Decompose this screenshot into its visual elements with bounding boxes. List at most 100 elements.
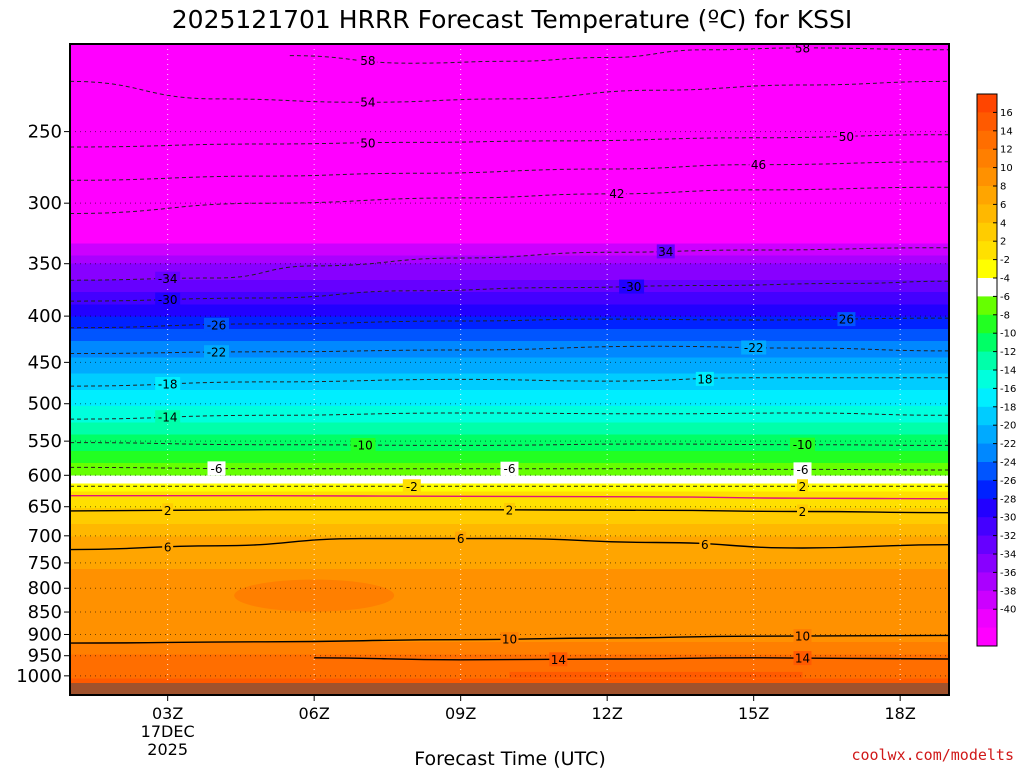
- contour-label: -30: [158, 293, 178, 307]
- colorbar-swatch: [977, 222, 997, 242]
- colorbar-tick-label: -18: [1000, 402, 1016, 413]
- colorbar-tick-label: -24: [1000, 458, 1016, 469]
- y-tick-label: 250: [28, 122, 62, 143]
- contour-label-bg: [619, 279, 645, 294]
- contour-label-bg: [500, 461, 519, 476]
- y-tick-label: 950: [28, 646, 62, 667]
- y-tick-label: 550: [28, 431, 62, 452]
- y-tick-label: 850: [28, 602, 62, 623]
- colorbar-swatch: [977, 370, 997, 389]
- warm-patch: [509, 671, 803, 678]
- contour-label-bg: [455, 531, 467, 546]
- contour-label: -6: [504, 462, 516, 476]
- contour-label: -18: [158, 377, 178, 391]
- contour-label: 26: [839, 313, 854, 327]
- contour-line--10: [70, 442, 949, 446]
- colorbar-tick-label: 4: [1000, 218, 1006, 229]
- contour-label-bg: [549, 652, 568, 667]
- contour-line--46: [70, 161, 949, 181]
- x-tick-year: 2025: [147, 740, 188, 759]
- contour-label-bg: [358, 53, 377, 68]
- y-axis: 2503003504004505005506006507007508008509…: [16, 122, 70, 687]
- contour-label-bg: [837, 312, 856, 327]
- colorbar-swatch: [977, 406, 997, 426]
- x-tick-label: 03Z: [152, 704, 183, 723]
- contour-label: -2: [406, 480, 418, 494]
- colorbar-swatch: [977, 554, 997, 573]
- colorbar-swatch: [977, 609, 997, 629]
- contour-label-bg: [656, 244, 675, 259]
- contour-line-14: [314, 657, 949, 661]
- y-tick-label: 600: [28, 465, 62, 486]
- surface-band: [70, 683, 949, 695]
- contour-label-bg: [204, 345, 229, 360]
- contour-label: 50: [839, 130, 854, 144]
- contour-label-bg: [350, 438, 376, 453]
- contour-label-bg: [162, 503, 174, 518]
- contour-label: 2: [799, 480, 807, 494]
- contour-label: 46: [751, 158, 766, 172]
- colorbar-tick-label: -20: [1000, 421, 1016, 432]
- x-tick-label: 15Z: [738, 704, 769, 723]
- colorbar-swatch: [977, 296, 997, 316]
- contour-label: -10: [353, 439, 373, 453]
- colorbar-tick-label: -38: [1000, 586, 1016, 597]
- contour-line--14: [70, 412, 949, 420]
- contour-label-bg: [793, 462, 812, 477]
- colorbar-tick-label: 16: [1000, 108, 1013, 119]
- contour-label: -34: [158, 272, 178, 286]
- colorbar-tick-label: -34: [1000, 550, 1016, 561]
- colorbar-swatch: [977, 149, 997, 169]
- y-tick-label: 350: [28, 254, 62, 275]
- contour-line-0: [70, 494, 949, 500]
- contour-label-bg: [699, 537, 711, 552]
- colorbar-tick-label: 2: [1000, 237, 1006, 248]
- colorbar-tick-label: -16: [1000, 384, 1016, 395]
- temperature-field: [70, 44, 949, 695]
- colorbar-swatch: [977, 572, 997, 592]
- contour-label-bg: [155, 410, 181, 425]
- contour-label: -14: [158, 411, 178, 425]
- chart-title: 2025121701 HRRR Forecast Temperature (ºC…: [172, 5, 852, 34]
- colorbar-tick-label: -26: [1000, 476, 1016, 487]
- colorbar-swatch: [977, 314, 997, 334]
- contour-label-bg: [155, 271, 181, 286]
- y-tick-label: 400: [28, 306, 62, 327]
- contour-label: 10: [795, 630, 810, 644]
- contour-label-bg: [358, 95, 377, 110]
- contour-label-bg: [504, 502, 515, 517]
- colorbar-swatch: [977, 388, 997, 408]
- colorbar-tick-label: -8: [1000, 310, 1010, 321]
- y-tick-label: 900: [28, 624, 62, 645]
- colorbar-swatch: [977, 425, 997, 445]
- colorbar-swatch: [977, 443, 997, 463]
- contour-label-bg: [207, 461, 226, 476]
- colorbar-swatch: [977, 351, 997, 371]
- contour-label: 14: [795, 652, 810, 666]
- y-tick-label: 650: [28, 497, 62, 518]
- x-tick-label: 12Z: [592, 704, 623, 723]
- x-tick-label: 09Z: [445, 704, 476, 723]
- colorbar-swatch: [977, 517, 997, 537]
- warm-patches: [234, 579, 803, 678]
- grid-lines: [70, 44, 949, 695]
- credit-link[interactable]: coolwx.com/modelts: [851, 746, 1014, 764]
- x-axis-label: Forecast Time (UTC): [414, 748, 605, 768]
- contour-label-bg: [155, 292, 181, 307]
- colorbar-tick-label: 10: [1000, 163, 1013, 174]
- colorbar-swatch: [977, 590, 997, 610]
- contour-label: 2: [799, 505, 807, 519]
- colorbar-tick-label: 8: [1000, 182, 1006, 193]
- colorbar-tick-label: -12: [1000, 347, 1016, 358]
- contour-label: -6: [211, 462, 223, 476]
- contour-label: 6: [457, 532, 465, 546]
- contour-line--34: [70, 247, 949, 281]
- contour-line--18: [70, 377, 949, 387]
- contour-label-bg: [695, 371, 714, 386]
- contour-label: 50: [360, 136, 375, 150]
- y-tick-label: 1000: [16, 666, 62, 687]
- colorbar-tick-label: 6: [1000, 200, 1006, 211]
- y-tick-label: 450: [28, 352, 62, 373]
